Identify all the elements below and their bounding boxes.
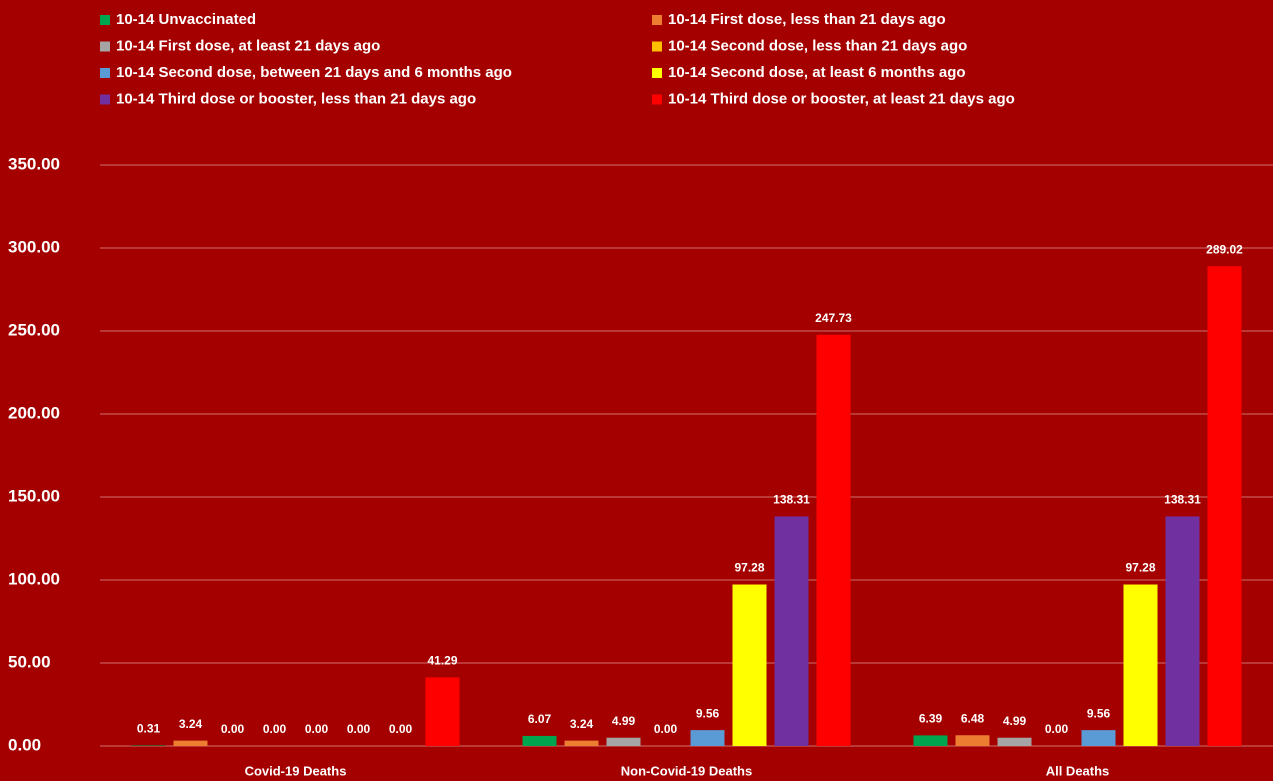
legend-label: 10-14 First dose, less than 21 days ago	[668, 11, 946, 28]
value-label: 97.28	[1125, 561, 1155, 575]
value-label: 9.56	[696, 706, 720, 720]
legend-swatch	[100, 15, 110, 25]
y-tick-label: 200.00	[8, 403, 60, 422]
legend-label: 10-14 First dose, at least 21 days ago	[116, 37, 380, 54]
bar	[1081, 730, 1116, 746]
value-label: 41.29	[427, 654, 457, 668]
legend-swatch	[100, 68, 110, 78]
value-label: 9.56	[1087, 706, 1111, 720]
value-label: 6.48	[961, 711, 985, 725]
bar	[131, 745, 166, 746]
legend-swatch	[100, 94, 110, 105]
value-label: 3.24	[179, 717, 203, 731]
value-label: 0.00	[305, 722, 329, 736]
bar	[522, 735, 557, 746]
value-label: 0.31	[137, 722, 161, 736]
value-label: 289.02	[1206, 242, 1243, 256]
value-label: 138.31	[1164, 493, 1201, 507]
bar	[997, 737, 1032, 746]
y-tick-label: 150.00	[8, 486, 60, 505]
legend-label: 10-14 Second dose, at least 6 months ago	[668, 64, 966, 81]
legend-label: 10-14 Second dose, less than 21 days ago	[668, 37, 967, 54]
bar	[1207, 266, 1242, 746]
y-tick-label: 250.00	[8, 320, 60, 339]
bar	[173, 740, 208, 746]
value-label: 0.00	[389, 722, 413, 736]
value-label: 3.24	[570, 717, 594, 731]
value-label: 6.07	[528, 712, 552, 726]
bar	[1165, 516, 1200, 746]
legend-label: 10-14 Third dose or booster, less than 2…	[116, 90, 476, 107]
value-label: 6.39	[919, 712, 943, 726]
y-tick-label: 300.00	[8, 237, 60, 256]
y-tick-label: 100.00	[8, 569, 60, 588]
bar	[564, 740, 599, 746]
x-tick-label: Covid-19 Deaths	[245, 763, 347, 778]
bar	[1123, 584, 1158, 746]
x-tick-label: Non-Covid-19 Deaths	[621, 763, 752, 778]
y-tick-label: 50.00	[8, 652, 51, 671]
bar	[690, 730, 725, 746]
bar	[913, 735, 948, 746]
legend-label: 10-14 Third dose or booster, at least 21…	[668, 90, 1015, 107]
bar	[732, 584, 767, 746]
value-label: 0.00	[221, 722, 245, 736]
legend-swatch	[652, 15, 662, 25]
value-label: 0.00	[1045, 722, 1069, 736]
bar	[606, 737, 641, 746]
value-label: 4.99	[612, 714, 636, 728]
value-label: 247.73	[815, 311, 852, 325]
value-label: 0.00	[654, 722, 678, 736]
bar	[816, 334, 851, 746]
y-tick-label: 0.00	[8, 735, 41, 754]
legend-swatch	[652, 41, 662, 52]
y-tick-label: 350.00	[8, 154, 60, 173]
legend-label: 10-14 Unvaccinated	[116, 11, 256, 28]
x-tick-label: All Deaths	[1046, 763, 1110, 778]
value-label: 97.28	[734, 561, 764, 575]
value-label: 0.00	[263, 722, 287, 736]
value-label: 4.99	[1003, 714, 1027, 728]
bar	[955, 735, 990, 746]
value-label: 0.00	[347, 722, 371, 736]
legend-label: 10-14 Second dose, between 21 days and 6…	[116, 64, 512, 81]
value-label: 138.31	[773, 493, 810, 507]
bar	[425, 677, 460, 746]
bar	[774, 516, 809, 746]
legend-swatch	[652, 68, 662, 78]
legend-swatch	[100, 41, 110, 52]
legend-swatch	[652, 94, 662, 105]
